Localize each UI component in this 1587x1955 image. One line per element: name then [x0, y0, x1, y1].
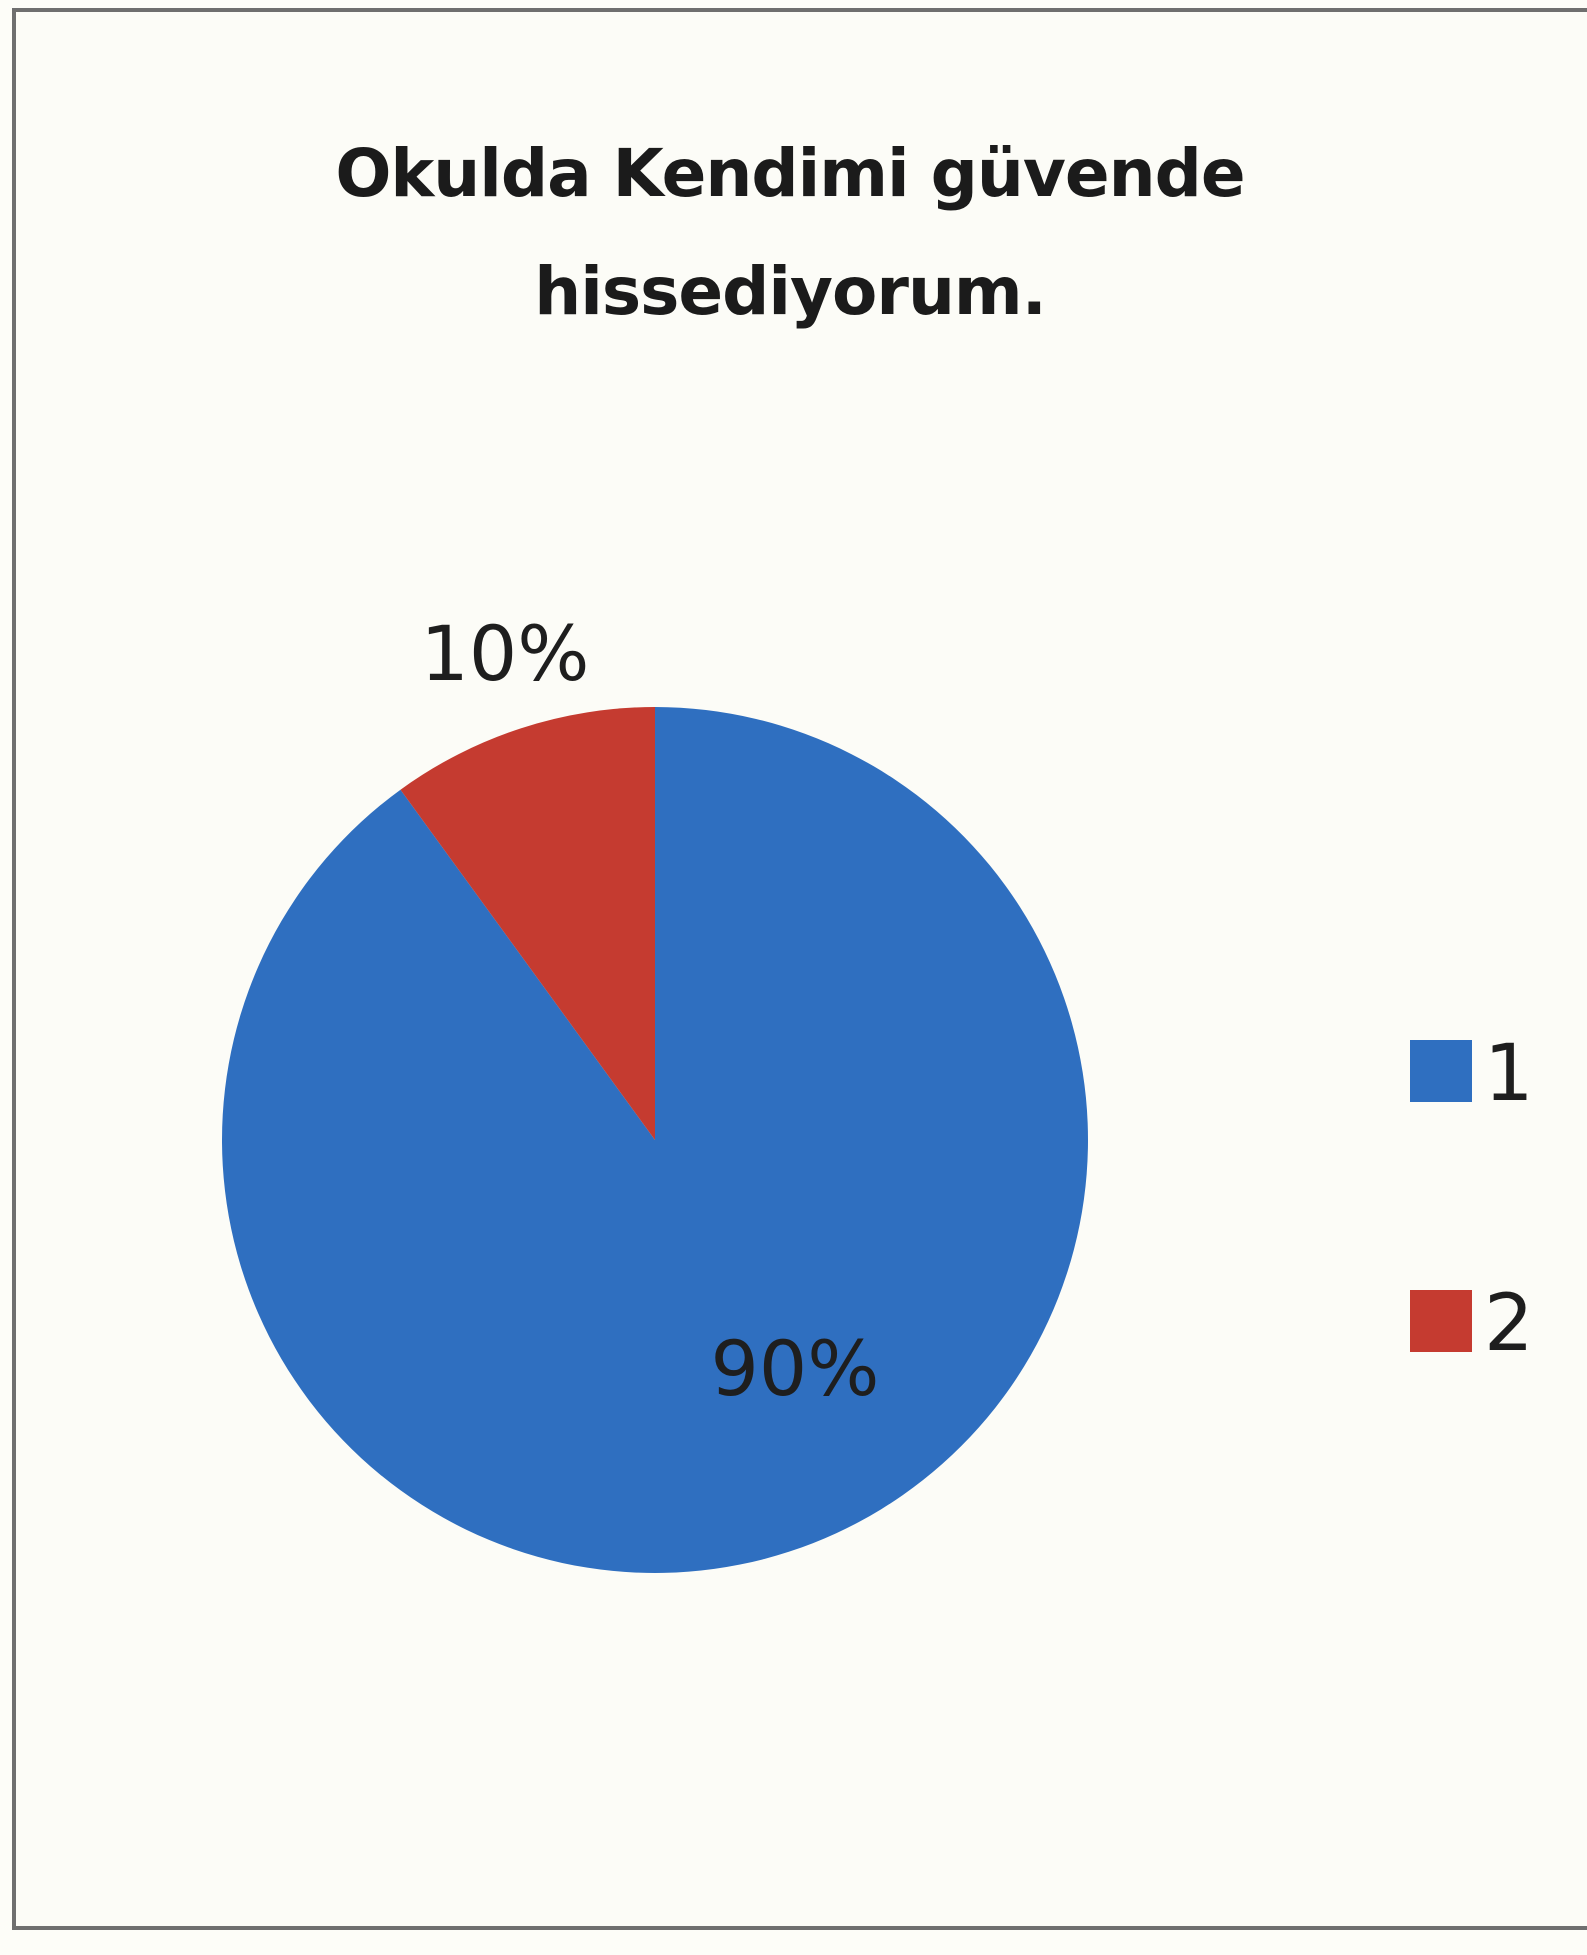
- legend-item-1: 1: [1410, 1029, 1534, 1119]
- data-label-1: 90%: [711, 1324, 880, 1413]
- pie-slices: [221, 707, 1089, 1573]
- legend-swatch-2: [1410, 1290, 1472, 1352]
- pie-data-labels: 90% 10%: [421, 609, 880, 1413]
- legend-item-2: 2: [1410, 1279, 1534, 1369]
- chart-title: Okulda Kendimi güvende hissediyorum.: [335, 135, 1245, 330]
- data-label-2: 10%: [421, 609, 590, 698]
- legend-label-2: 2: [1484, 1279, 1534, 1369]
- pie-slice-2: [400, 707, 655, 1140]
- chart-legend: 12: [1410, 1029, 1534, 1369]
- legend-swatch-1: [1410, 1040, 1472, 1102]
- legend-label-1: 1: [1484, 1029, 1534, 1119]
